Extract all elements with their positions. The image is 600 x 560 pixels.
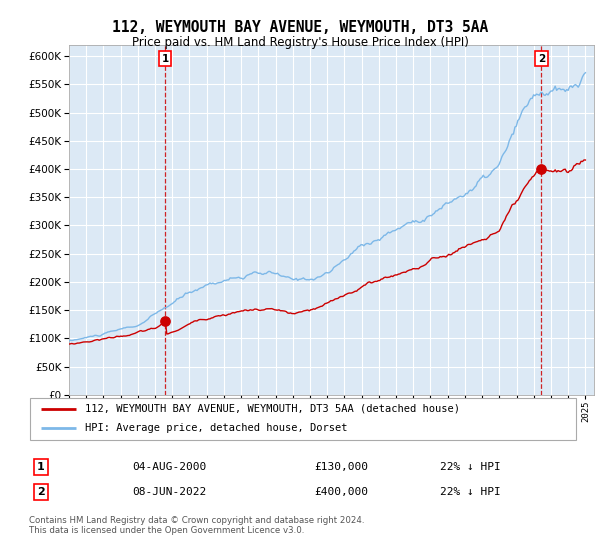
- FancyBboxPatch shape: [30, 398, 576, 440]
- Text: HPI: Average price, detached house, Dorset: HPI: Average price, detached house, Dors…: [85, 423, 347, 433]
- Point: [160, 317, 170, 326]
- Text: 08-JUN-2022: 08-JUN-2022: [132, 487, 206, 497]
- Text: 04-AUG-2000: 04-AUG-2000: [132, 462, 206, 472]
- Text: 112, WEYMOUTH BAY AVENUE, WEYMOUTH, DT3 5AA (detached house): 112, WEYMOUTH BAY AVENUE, WEYMOUTH, DT3 …: [85, 404, 460, 414]
- Text: 22% ↓ HPI: 22% ↓ HPI: [440, 487, 500, 497]
- Point: [536, 165, 546, 174]
- Text: 2: 2: [37, 487, 44, 497]
- Text: 1: 1: [161, 54, 169, 63]
- Text: 1: 1: [37, 462, 44, 472]
- Text: 112, WEYMOUTH BAY AVENUE, WEYMOUTH, DT3 5AA: 112, WEYMOUTH BAY AVENUE, WEYMOUTH, DT3 …: [112, 20, 488, 35]
- Text: 22% ↓ HPI: 22% ↓ HPI: [440, 462, 500, 472]
- Text: Price paid vs. HM Land Registry's House Price Index (HPI): Price paid vs. HM Land Registry's House …: [131, 36, 469, 49]
- Text: £130,000: £130,000: [314, 462, 368, 472]
- Text: 2: 2: [538, 54, 545, 63]
- Text: Contains HM Land Registry data © Crown copyright and database right 2024.
This d: Contains HM Land Registry data © Crown c…: [29, 516, 365, 535]
- Text: £400,000: £400,000: [314, 487, 368, 497]
